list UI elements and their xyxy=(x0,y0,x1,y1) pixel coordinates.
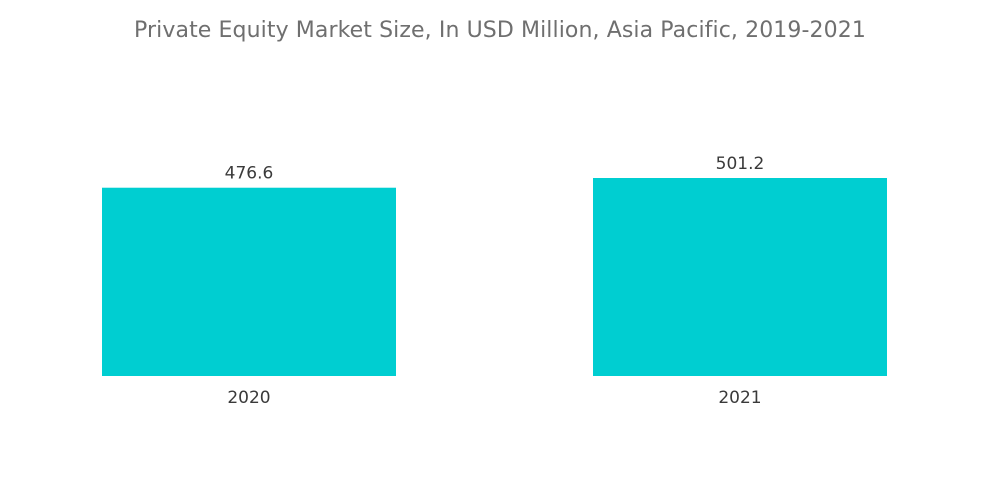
labels-layer: 476.6 2020 501.2 2021 xyxy=(225,154,765,408)
bar-2020 xyxy=(102,187,396,376)
x-tick-label-2021: 2021 xyxy=(718,388,761,408)
chart-title: Private Equity Market Size, In USD Milli… xyxy=(134,18,866,43)
bar-2021 xyxy=(593,178,887,376)
bars-layer xyxy=(102,178,887,376)
data-label-2021: 501.2 xyxy=(716,154,765,174)
x-tick-label-2020: 2020 xyxy=(227,388,270,408)
data-label-2020: 476.6 xyxy=(225,164,274,184)
